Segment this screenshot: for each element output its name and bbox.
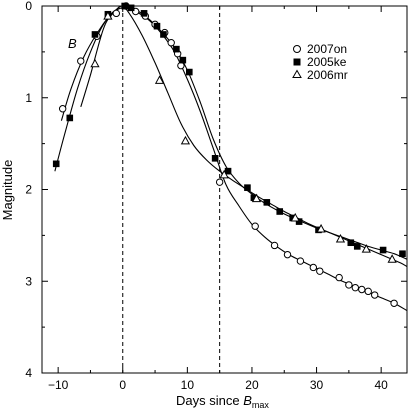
x-tick-label: 40 xyxy=(374,378,388,392)
point-2006mr xyxy=(90,58,100,68)
legend-label-2007on: 2007on xyxy=(307,42,347,56)
y-axis-label: Magnitude xyxy=(0,160,15,221)
point-2006mr xyxy=(290,212,300,222)
x-tick-label: 30 xyxy=(310,378,324,392)
point-2006mr xyxy=(154,75,165,84)
legend-label-2005ke: 2005ke xyxy=(307,55,347,69)
point-2007on xyxy=(364,287,372,296)
point-2005ke xyxy=(295,218,303,225)
point-2005ke xyxy=(173,45,180,53)
point-2007on xyxy=(215,178,224,186)
point-2007on xyxy=(390,299,398,307)
point-2007on xyxy=(58,105,67,113)
point-2007on xyxy=(370,291,379,299)
point-2007on xyxy=(270,241,279,250)
point-2005ke xyxy=(179,56,187,64)
point-2005ke xyxy=(127,4,135,12)
point-2005ke xyxy=(66,114,74,122)
x-tick-label: 20 xyxy=(245,378,259,392)
point-2005ke xyxy=(140,10,148,17)
point-2007on xyxy=(309,263,318,272)
x-tick-label: −10 xyxy=(48,378,69,392)
point-2005ke xyxy=(91,31,99,38)
point-2007on xyxy=(351,283,360,292)
x-axis-label: Days since Bmax xyxy=(176,393,269,410)
plot-frame xyxy=(41,5,408,374)
axis-ticks: −10 0 10 20 30 40 0 1 2 3 4 xyxy=(25,0,407,392)
fit-curve-3 xyxy=(80,7,408,268)
x-axis-label-italic: B xyxy=(243,393,252,408)
point-2007on xyxy=(345,281,353,289)
x-axis-label-main: Days since xyxy=(176,393,243,408)
point-2007on xyxy=(316,267,324,275)
point-2005ke xyxy=(250,194,258,202)
point-2007on xyxy=(112,9,120,18)
point-2007on xyxy=(335,273,343,282)
point-2007on xyxy=(358,285,366,294)
y-tick-label: 0 xyxy=(25,0,32,13)
y-tick-label: 2 xyxy=(25,183,32,197)
legend-entry-2007on: 2007on xyxy=(293,42,347,56)
point-2005ke xyxy=(211,155,219,162)
point-2005ke xyxy=(276,208,284,215)
point-2005ke xyxy=(353,243,361,250)
y-tick-label: 3 xyxy=(25,274,32,288)
point-2005ke xyxy=(185,68,193,76)
x-tick-label: 0 xyxy=(119,378,126,392)
point-2006mr xyxy=(180,135,191,145)
point-2006mr xyxy=(335,233,346,243)
x-axis-label-sub: max xyxy=(252,400,270,410)
fit-curve-2 xyxy=(54,5,408,260)
legend-label-2006mr: 2006mr xyxy=(307,68,348,82)
legend-entry-2006mr: 2006mr xyxy=(292,68,348,82)
legend: 2007on 2005ke 2006mr xyxy=(292,42,348,82)
point-2005ke xyxy=(153,22,161,30)
legend-entry-2005ke: 2005ke xyxy=(293,55,347,69)
panel-label: B xyxy=(68,36,77,51)
point-2005ke xyxy=(52,160,60,168)
point-2007on xyxy=(167,39,175,47)
y-tick-label: 4 xyxy=(25,366,32,380)
point-2005ke xyxy=(347,239,355,247)
data-points xyxy=(52,2,406,307)
point-2005ke xyxy=(244,184,251,191)
fit-curve-1 xyxy=(60,5,408,312)
point-2007on xyxy=(296,257,305,265)
point-2007on xyxy=(77,57,85,65)
point-2005ke xyxy=(399,250,406,258)
point-2006mr xyxy=(387,254,397,263)
x-tick-label: 10 xyxy=(181,378,195,392)
reference-lines xyxy=(122,6,221,373)
point-2005ke xyxy=(379,246,387,254)
point-2006mr xyxy=(219,169,229,179)
point-2005ke xyxy=(224,167,232,175)
point-2006mr xyxy=(251,193,262,203)
point-2005ke xyxy=(121,2,128,10)
point-2006mr xyxy=(103,11,113,20)
fit-curves xyxy=(54,5,408,312)
point-2006mr xyxy=(316,223,326,233)
point-2007on xyxy=(283,250,292,259)
point-2006mr xyxy=(361,244,371,253)
point-2005ke xyxy=(263,199,271,206)
point-2005ke xyxy=(160,31,167,38)
y-tick-label: 1 xyxy=(25,91,32,105)
point-2007on xyxy=(251,222,259,230)
